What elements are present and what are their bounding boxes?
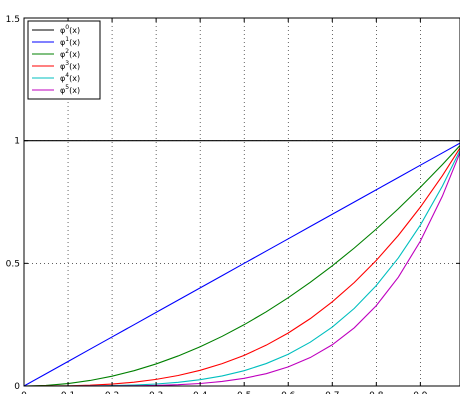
legend-box [27,20,101,100]
y-tick-label: 1.5 [6,15,20,25]
x-tick-label: 0.4 [193,391,208,394]
x-axis-tick-labels: 0 0.1 0.2 0.3 0.4 0.5 0.6 0.7 0.8 0.9 [21,391,428,394]
legend-label-0: φ0(x) [60,24,80,35]
legend-label-4: φ4(x) [60,72,80,83]
axis-ticks [23,17,460,387]
x-tick-label: 0.8 [369,391,384,394]
series-line-2 [23,145,460,387]
series-line-4 [24,150,460,387]
legend-label-5: φ5(x) [60,84,80,95]
plot-area-frame [23,17,460,387]
y-tick-label: 0.5 [6,259,20,269]
series-line-5 [24,152,460,387]
legend: φ0(x)φ1(x)φ2(x)φ3(x)φ4(x)φ5(x) [27,20,101,100]
y-axis-tick-labels: 0 0.5 1 1.5 [6,15,21,392]
series-line-1 [23,142,460,387]
series-lines [23,140,460,387]
legend-label-1: φ1(x) [60,36,80,47]
x-tick-label: 0.6 [281,391,296,394]
series-line-3 [23,147,460,387]
x-tick-label: 0 [21,391,27,394]
y-tick-label: 0 [14,382,20,392]
x-tick-label: 0.1 [61,391,75,394]
x-tick-label: 0.9 [413,391,428,394]
legend-label-3: φ3(x) [60,60,80,71]
x-tick-label: 0.5 [237,391,251,394]
y-tick-label: 1 [14,137,20,147]
legend-label-2: φ2(x) [60,48,80,59]
x-tick-label: 0.2 [105,391,119,394]
x-tick-label: 0.7 [325,391,339,394]
x-tick-label: 0.3 [149,391,163,394]
